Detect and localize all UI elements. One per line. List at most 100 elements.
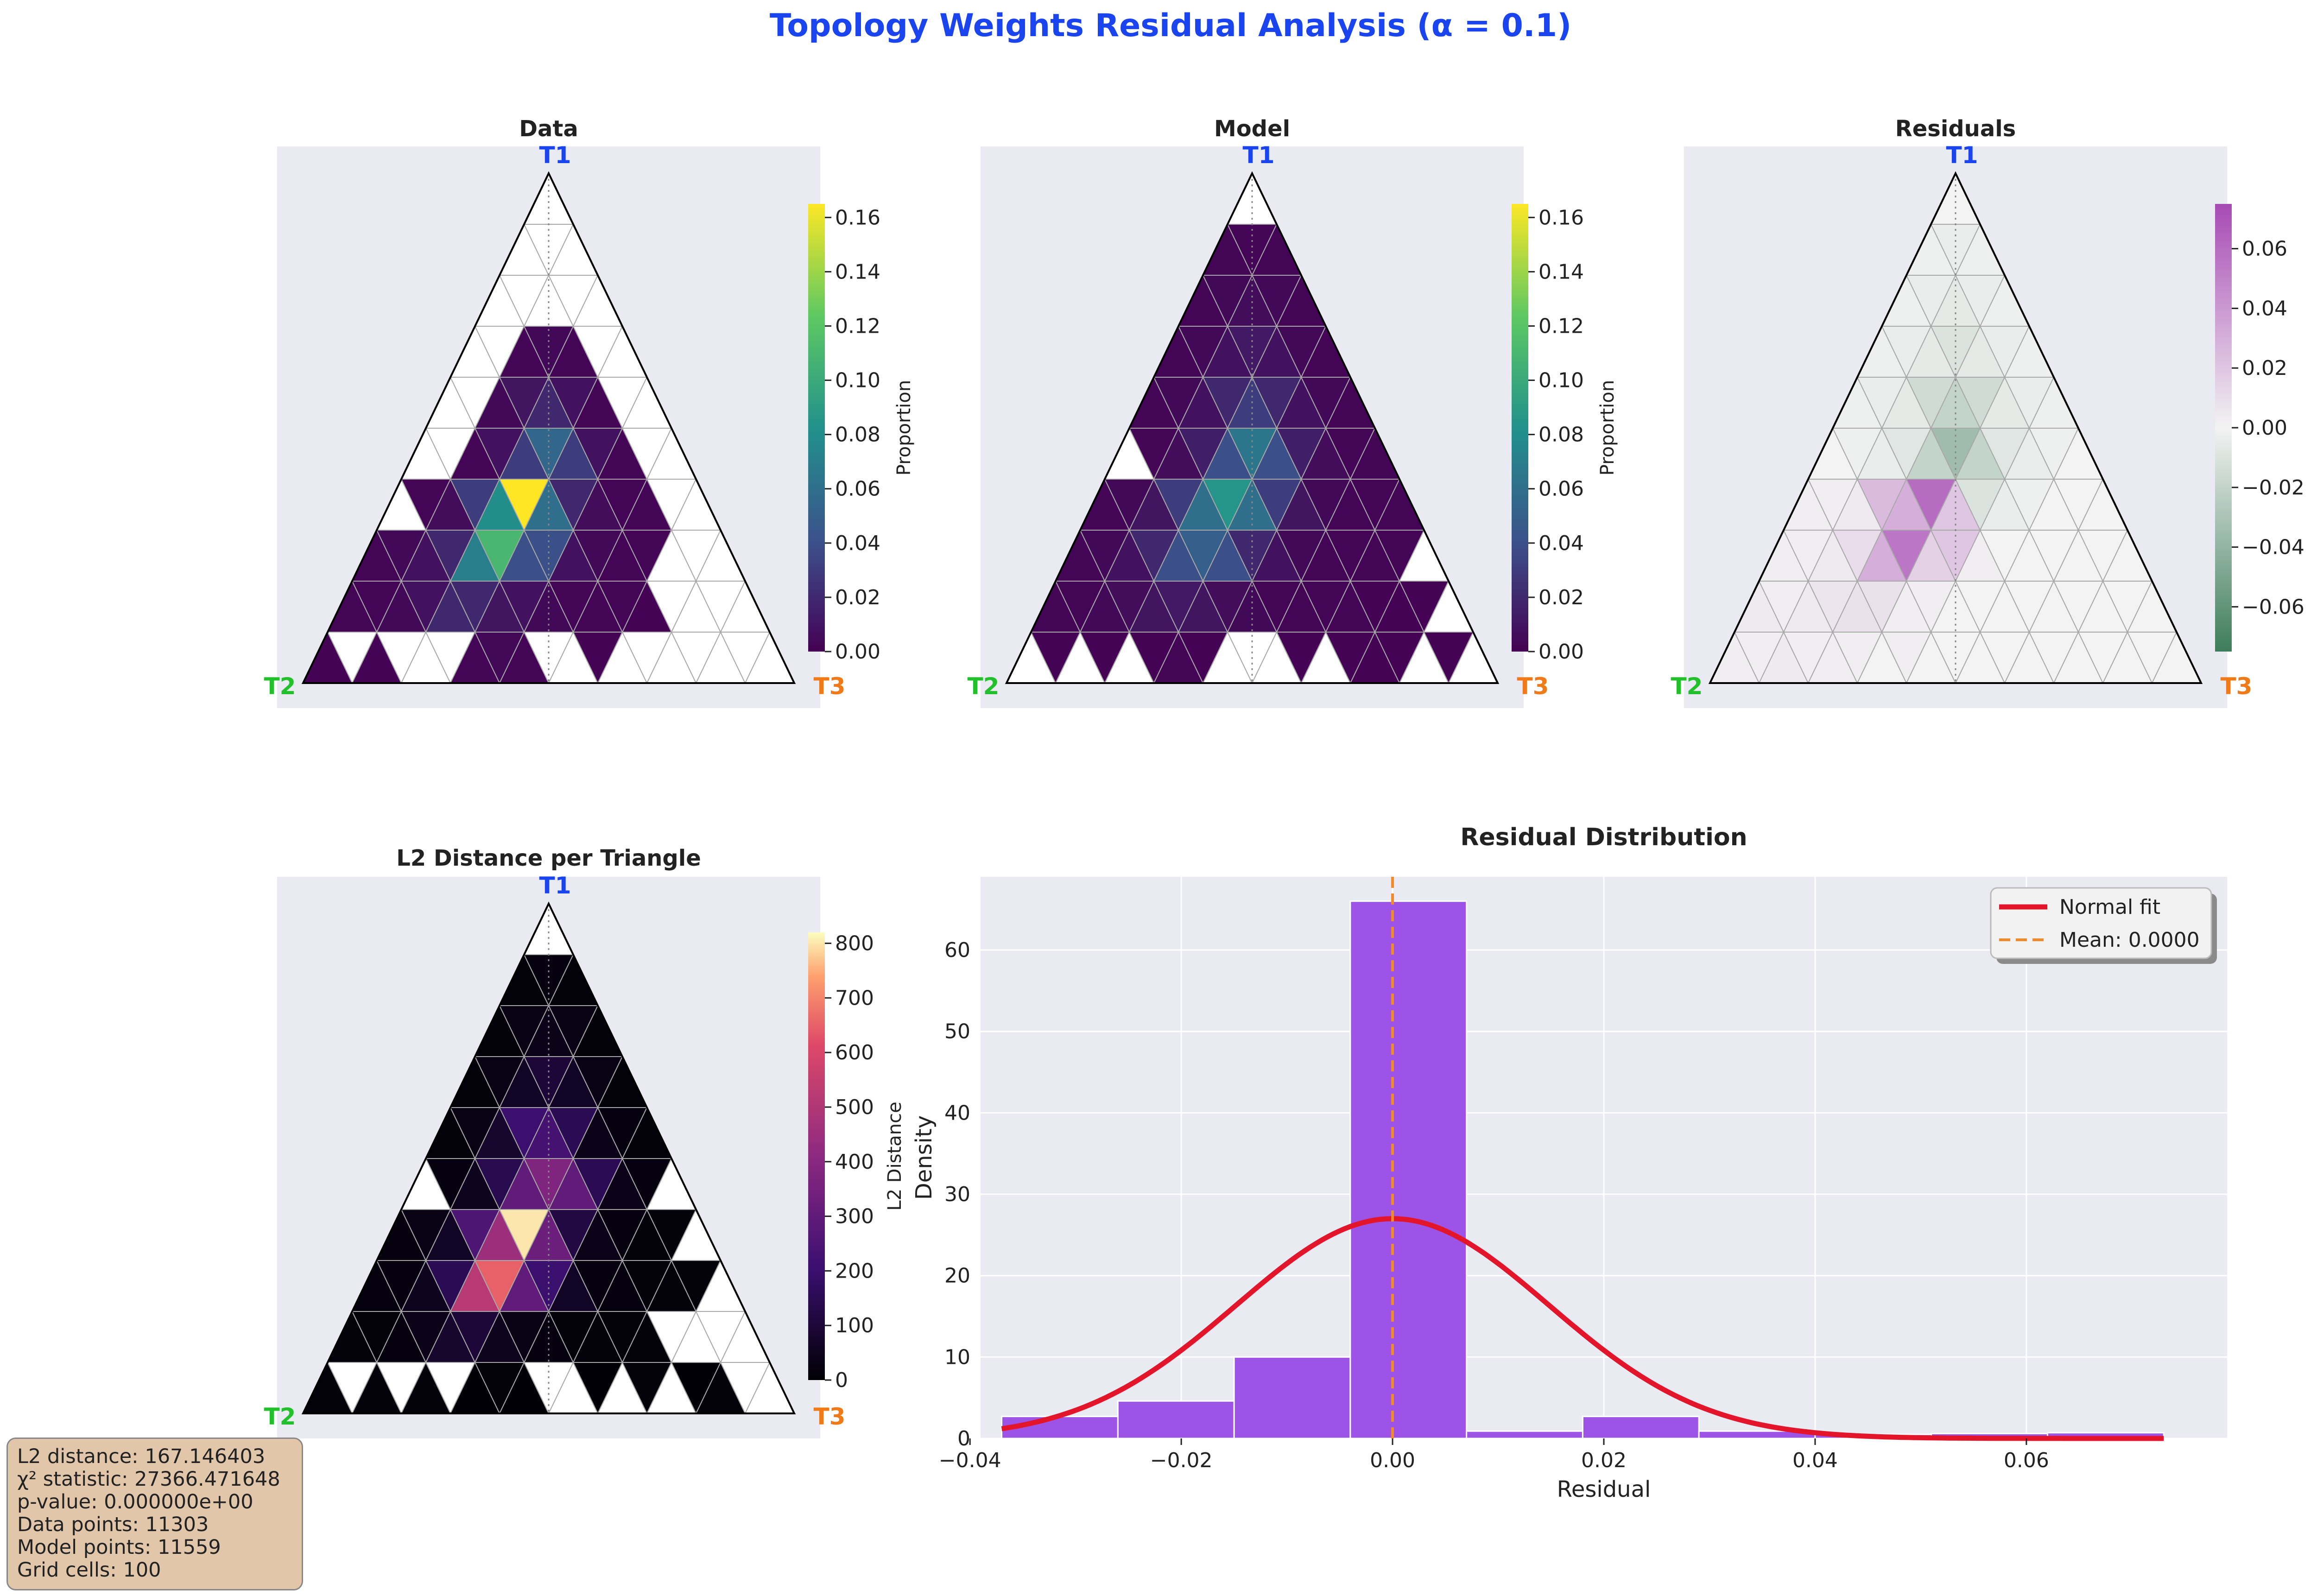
colorbar-ticks: −0.06 −0.04 −0.02 0.00 0.02 0.04 0.06 bbox=[2232, 237, 2304, 619]
colorbar-gradient bbox=[808, 204, 825, 652]
stat-grid-cells: Grid cells: 100 bbox=[17, 1558, 161, 1582]
colorbar-tick-label: 200 bbox=[835, 1259, 874, 1283]
colorbar-tick-label: 0.06 bbox=[2242, 237, 2287, 261]
corner-label-t3: T3 bbox=[1517, 673, 1549, 700]
colorbar-tick-label: 0.12 bbox=[1538, 314, 1584, 338]
panel-title: L2 Distance per Triangle bbox=[396, 845, 701, 871]
colorbar-tick-label: 0.00 bbox=[2242, 416, 2287, 440]
panel-residuals-heatmap: Residuals T1 T2 T3 −0.06 −0.04 −0.02 0.00 0.… bbox=[1671, 116, 2317, 708]
colorbar-tick-label: 0.14 bbox=[1538, 260, 1584, 284]
y-tick-label: 0 bbox=[957, 1427, 970, 1450]
ternary-cells bbox=[1006, 172, 1499, 684]
colorbar-ticks: 0 100 200 300 400 500 600 700 800 bbox=[825, 932, 874, 1392]
stat-model-points: Model points: 11559 bbox=[17, 1536, 221, 1559]
colorbar-label: L2 Distance bbox=[884, 1102, 905, 1210]
x-tick-label: 0.06 bbox=[2004, 1449, 2049, 1472]
ternary-cells bbox=[302, 902, 795, 1415]
x-tick-label: −0.02 bbox=[1150, 1449, 1213, 1472]
histogram-bar bbox=[1349, 900, 1468, 1439]
colorbar-tick-label: 800 bbox=[835, 932, 874, 956]
corner-label-t1: T1 bbox=[539, 872, 571, 899]
colorbar: 0.00 0.02 0.04 0.06 0.08 0.10 0.12 0.14 0.16 Pro… bbox=[1512, 204, 1618, 664]
colorbar-tick-label: 0.00 bbox=[1538, 640, 1584, 664]
corner-label-t3: T3 bbox=[814, 1403, 846, 1430]
x-tick-label: 0.00 bbox=[1370, 1449, 1415, 1472]
colorbar-tick-label: 0.04 bbox=[2242, 297, 2287, 320]
x-tick-label: 0.04 bbox=[1792, 1449, 1838, 1472]
colorbar-gradient bbox=[1512, 204, 1528, 652]
figure-title: Topology Weights Residual Analysis (α = … bbox=[770, 7, 1571, 44]
panel-model-heatmap: Model T1 T2 T3 0.000.020.040.060.080.100… bbox=[968, 116, 1618, 708]
colorbar-tick-label: 0.08 bbox=[1538, 423, 1584, 447]
colorbar-tick-label: 0.02 bbox=[2242, 356, 2287, 380]
y-tick-label: 60 bbox=[944, 938, 970, 962]
corner-label-t1: T1 bbox=[1243, 142, 1275, 169]
normal-fit-curve bbox=[1001, 1216, 2164, 1441]
panel-title: Residuals bbox=[1895, 116, 2016, 142]
panel-l2-distance-heatmap: L2 Distance per Triangle T1 T2 T3 0 100 20… bbox=[264, 845, 905, 1438]
histogram-bar bbox=[1582, 1416, 1700, 1439]
colorbar-tick-label: 0.02 bbox=[1538, 586, 1584, 609]
corner-label-t3: T3 bbox=[814, 673, 846, 700]
legend: Normal fit Mean: 0.0000 bbox=[1990, 887, 2217, 964]
colorbar-tick-label: 0.06 bbox=[835, 477, 880, 501]
corner-label-t1: T1 bbox=[539, 142, 571, 169]
panel-title: Model bbox=[1214, 116, 1290, 142]
x-tick-label: 0.02 bbox=[1581, 1449, 1627, 1472]
colorbar-label: Proportion bbox=[893, 380, 915, 475]
colorbar-tick-label: 0.02 bbox=[835, 586, 880, 609]
colorbar-tick-label: 300 bbox=[835, 1205, 874, 1229]
colorbar-tick-label: 100 bbox=[835, 1314, 874, 1337]
colorbar-tick-label: 0.10 bbox=[1538, 369, 1584, 393]
y-tick-label: 20 bbox=[944, 1264, 970, 1288]
colorbar-tick-label: −0.02 bbox=[2242, 476, 2304, 500]
corner-label-t2: T2 bbox=[1671, 673, 1703, 700]
ternary-outline bbox=[1005, 171, 1500, 684]
stat-chi2: χ² statistic: 27366.471648 bbox=[17, 1468, 280, 1491]
stats-box: L2 distance: 167.146403 χ² statistic: 27… bbox=[6, 1438, 303, 1590]
colorbar-tick-label: 0.08 bbox=[835, 423, 880, 447]
corner-label-t3: T3 bbox=[2221, 673, 2253, 700]
ternary-cells bbox=[302, 172, 795, 684]
x-axis-label: Residual bbox=[1557, 1476, 1651, 1502]
y-axis-label: Density bbox=[911, 1115, 937, 1200]
colorbar-tick-label: −0.04 bbox=[2242, 536, 2304, 559]
colorbar-label: Proportion bbox=[1597, 380, 1618, 475]
y-tick-label: 30 bbox=[944, 1183, 970, 1206]
colorbar-ticks: 0.00 0.02 0.04 0.06 0.08 0.10 0.12 0.14 0.16 bbox=[825, 206, 880, 664]
corner-label-t2: T2 bbox=[264, 1403, 296, 1430]
stat-p-value: p-value: 0.000000e+00 bbox=[17, 1490, 253, 1514]
panel-title: Residual Distribution bbox=[1460, 823, 1747, 851]
colorbar-tick-label: −0.06 bbox=[2242, 595, 2304, 619]
y-tick-label: 10 bbox=[944, 1345, 970, 1369]
y-tick-label: 50 bbox=[944, 1020, 970, 1044]
legend-mean-label: Mean: 0.0000 bbox=[2059, 928, 2200, 952]
colorbar-tick-label: 0.04 bbox=[835, 532, 880, 555]
x-tick-label: −0.04 bbox=[939, 1449, 1001, 1472]
colorbar-tick-label: 0.16 bbox=[835, 206, 880, 229]
colorbar-tick-label: 500 bbox=[835, 1096, 874, 1119]
colorbar-gradient bbox=[2215, 204, 2232, 652]
x-tick-labels: −0.04 −0.02 0.00 0.02 0.04 0.06 bbox=[939, 1438, 2049, 1472]
colorbar-gradient bbox=[808, 932, 825, 1380]
colorbar-tick-label: 700 bbox=[835, 986, 874, 1010]
colorbar-tick-label: 0 bbox=[835, 1368, 848, 1392]
ternary-outline bbox=[301, 171, 796, 684]
colorbar-ticks: 0.00 0.02 0.04 0.06 0.08 0.10 0.12 0.14 0.16 bbox=[1528, 206, 1584, 664]
panel-title: Data bbox=[519, 116, 578, 142]
colorbar-label: Residual bbox=[2315, 389, 2317, 467]
histogram-bar bbox=[1233, 1356, 1351, 1439]
colorbar: −0.06 −0.04 −0.02 0.00 0.02 0.04 0.06 Residual bbox=[2215, 204, 2317, 652]
ternary-outline bbox=[1708, 171, 2203, 684]
corner-label-t1: T1 bbox=[1946, 142, 1978, 169]
colorbar-tick-label: 600 bbox=[835, 1041, 874, 1064]
panel-data-heatmap: Data T1 T2 T3 0.00 0.02 0.04 0.06 0.08 0.10 0.… bbox=[264, 116, 915, 708]
colorbar-tick-label: 400 bbox=[835, 1150, 874, 1174]
colorbar-tick-label: 0.00 bbox=[835, 640, 880, 664]
histogram-bar bbox=[1466, 1430, 1583, 1439]
colorbar-tick-label: 0.10 bbox=[835, 369, 880, 393]
corner-label-t2: T2 bbox=[264, 673, 296, 700]
histogram-bar bbox=[1117, 1400, 1235, 1439]
stat-l2-distance: L2 distance: 167.146403 bbox=[17, 1445, 266, 1468]
